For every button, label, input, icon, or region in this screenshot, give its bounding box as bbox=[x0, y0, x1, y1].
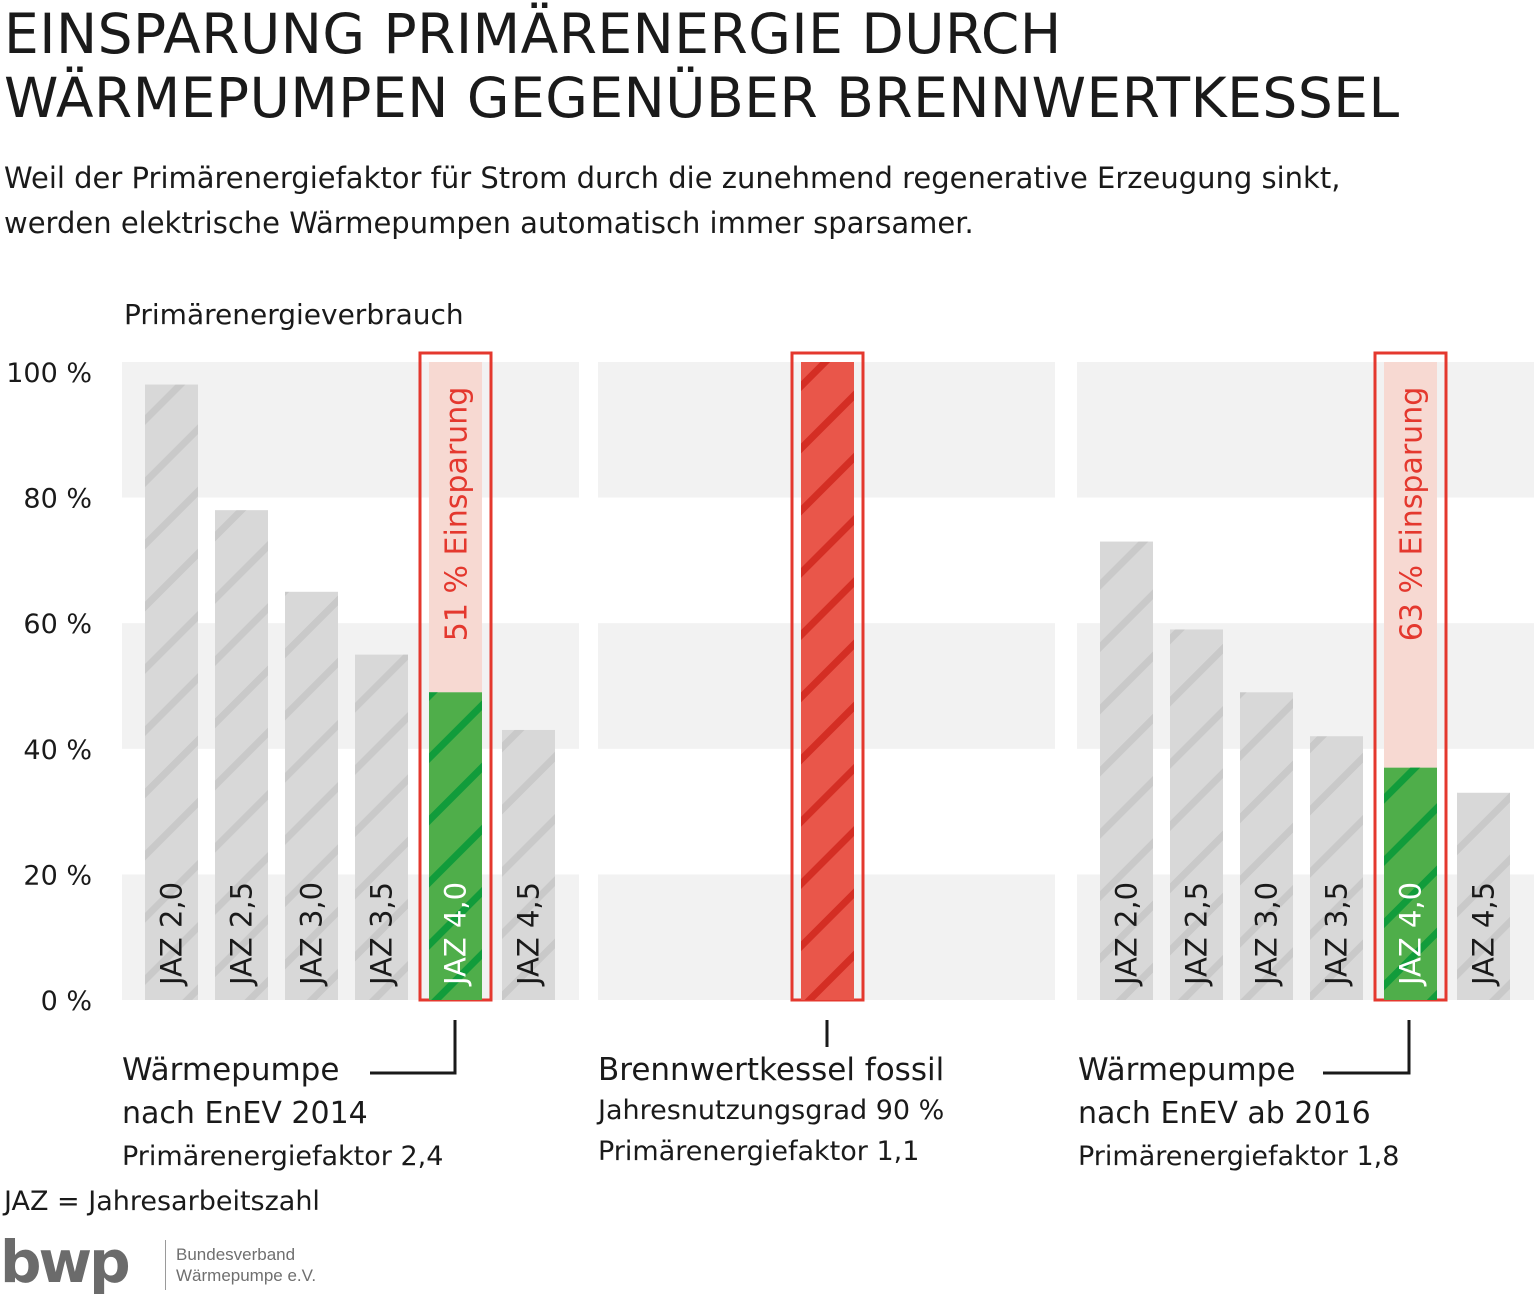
saving-area-0 bbox=[429, 362, 482, 693]
bwp-logo-mark: bwp bbox=[0, 1232, 131, 1296]
leader-line-2 bbox=[1323, 1020, 1411, 1075]
bar-chart: Primärenergieverbrauch 0 % 20 % 40 % 60 % 80 … bbox=[6, 298, 1534, 1172]
y-tick-label: 100 % bbox=[6, 358, 92, 389]
group-sub2-1: Primärenergiefaktor 1,1 bbox=[598, 1136, 919, 1167]
labels-layer: JAZ 2,0 JAZ 2,5 JAZ 3,0 JAZ 3,5 51 % Einspar… bbox=[122, 387, 1501, 1172]
bar-hatch-2-0 bbox=[1100, 541, 1153, 1000]
category-label: JAZ 4,5 bbox=[512, 882, 546, 987]
bar-hatch-0-3 bbox=[355, 654, 408, 1000]
grid-band-2-1 bbox=[1077, 623, 1534, 749]
category-label: JAZ 3,0 bbox=[295, 882, 329, 987]
leader-line-0 bbox=[370, 1020, 457, 1075]
group-sub2-2: Primärenergiefaktor 1,8 bbox=[1078, 1141, 1399, 1172]
logo-divider bbox=[165, 1240, 166, 1290]
y-axis-title: Primärenergieverbrauch bbox=[124, 298, 464, 331]
group-sub1-0: nach EnEV 2014 bbox=[122, 1096, 368, 1131]
bar-boiler-hatch bbox=[801, 362, 854, 1000]
category-label: JAZ 2,0 bbox=[1110, 882, 1144, 987]
title-line-2: WÄRMEPUMPEN GEGENÜBER BRENNWERTKESSEL bbox=[4, 66, 1400, 130]
grid-band-2-2 bbox=[1077, 362, 1534, 498]
group-name-0: Wärmepumpe bbox=[122, 1052, 339, 1088]
bar-hatch-0-2 bbox=[285, 591, 338, 1000]
category-label: JAZ 3,5 bbox=[365, 882, 399, 987]
category-label: JAZ 3,0 bbox=[1250, 882, 1284, 987]
grid-band-0-2 bbox=[122, 362, 579, 498]
bar-hatch-0-1 bbox=[215, 510, 268, 1000]
footnote-jaz: JAZ = Jahresarbeitszahl bbox=[4, 1186, 320, 1217]
bar-hatch-0-5 bbox=[502, 729, 555, 1000]
category-label: JAZ 3,5 bbox=[1320, 882, 1354, 987]
category-label: JAZ 4,5 bbox=[1467, 882, 1501, 987]
bwp-logo: bwp Bundesverband Wärmepumpe e.V. bbox=[0, 1232, 330, 1298]
category-label: JAZ 2,5 bbox=[225, 882, 259, 987]
logo-org-name: Bundesverband Wärmepumpe e.V. bbox=[176, 1244, 316, 1286]
saving-label-0: 51 % Einsparung bbox=[440, 387, 475, 642]
y-tick-label: 0 % bbox=[41, 986, 92, 1017]
bars-layer bbox=[145, 351, 1510, 1002]
saving-area-2 bbox=[1384, 362, 1437, 768]
group-sub1-1: Jahresnutzungsgrad 90 % bbox=[596, 1095, 944, 1126]
subtitle-line-1: Weil der Primärenergiefaktor für Strom d… bbox=[4, 161, 1341, 195]
logo-mark-text: bwp bbox=[0, 1232, 128, 1296]
y-tick-label: 60 % bbox=[23, 609, 92, 640]
bar-hatch-2-2 bbox=[1240, 692, 1293, 1000]
category-label: JAZ 4,0 bbox=[1394, 882, 1428, 987]
saving-label-2: 63 % Einsparung bbox=[1395, 387, 1430, 642]
category-label: JAZ 2,5 bbox=[1180, 882, 1214, 987]
bar-hatch-2-1 bbox=[1170, 629, 1223, 1000]
bar-hatch-0-0 bbox=[145, 384, 198, 1000]
bar-highlight-hatch-2 bbox=[1384, 767, 1437, 1000]
title-line-1: EINSPARUNG PRIMÄRENERGIE DURCH bbox=[4, 2, 1062, 66]
grid-band-0-1 bbox=[122, 623, 579, 749]
y-tick-label: 40 % bbox=[23, 735, 92, 766]
chart-title: EINSPARUNG PRIMÄRENERGIE DURCH WÄRMEPUMP… bbox=[4, 2, 1400, 130]
logo-line-2: Wärmepumpe e.V. bbox=[176, 1266, 317, 1285]
bar-hatch-2-3 bbox=[1310, 736, 1363, 1000]
bar-hatch-2-5 bbox=[1457, 792, 1510, 1000]
y-tick-label: 80 % bbox=[23, 484, 92, 515]
group-sub1-2: nach EnEV ab 2016 bbox=[1078, 1096, 1371, 1131]
group-name-1: Brennwertkessel fossil bbox=[598, 1052, 944, 1088]
subtitle-line-2: werden elektrische Wärmepumpen automatis… bbox=[4, 206, 974, 240]
logo-line-1: Bundesverband bbox=[176, 1245, 296, 1264]
y-tick-label: 20 % bbox=[23, 860, 92, 891]
category-label: JAZ 2,0 bbox=[155, 882, 189, 987]
group-sub2-0: Primärenergiefaktor 2,4 bbox=[122, 1141, 443, 1172]
bar-highlight-hatch-0 bbox=[429, 692, 482, 1000]
y-axis: Primärenergieverbrauch 0 % 20 % 40 % 60 % 80 … bbox=[6, 298, 463, 1017]
category-label: JAZ 4,0 bbox=[439, 882, 473, 987]
group-name-2: Wärmepumpe bbox=[1078, 1052, 1295, 1088]
chart-subtitle: Weil der Primärenergiefaktor für Strom d… bbox=[4, 156, 1340, 246]
